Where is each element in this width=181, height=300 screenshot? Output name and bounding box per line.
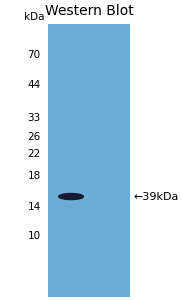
Text: Western Blot: Western Blot	[45, 4, 134, 18]
Text: 22: 22	[28, 149, 41, 159]
Text: 70: 70	[28, 50, 41, 60]
Text: 18: 18	[28, 170, 41, 181]
Text: 44: 44	[28, 80, 41, 90]
Ellipse shape	[59, 194, 83, 200]
Text: ←39kDa: ←39kDa	[134, 191, 179, 202]
Text: 26: 26	[28, 132, 41, 142]
Text: kDa: kDa	[24, 13, 44, 22]
Text: 14: 14	[28, 202, 41, 212]
Text: 33: 33	[28, 113, 41, 123]
Text: 10: 10	[28, 231, 41, 241]
